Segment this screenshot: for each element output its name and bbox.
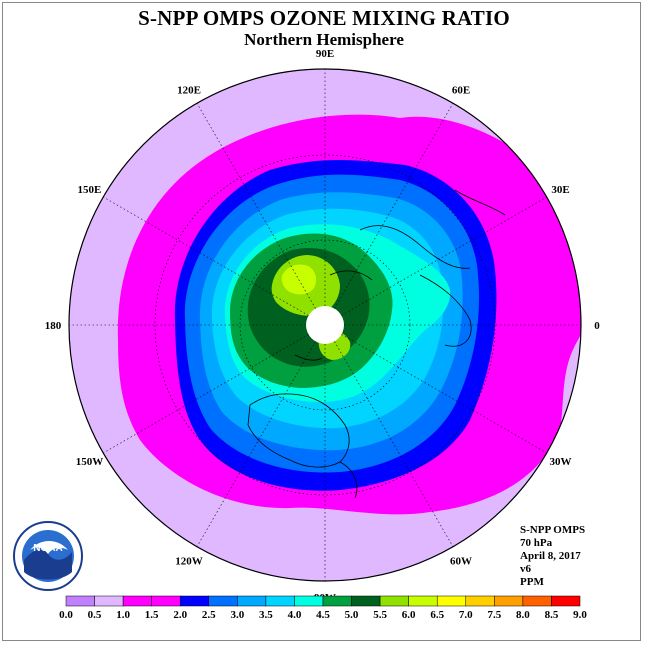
colorbar-cell [436,595,467,607]
instrument-label: S-NPP OMPS [520,524,586,536]
longitude-label: 120W [175,556,203,568]
colorbar-tick-label: 3.0 [230,609,244,621]
polar-gap [306,306,344,344]
longitude-label: 180 [45,320,62,332]
colorbar-tick-label: 5.0 [345,609,359,621]
colorbar-tick-label: 9.0 [573,609,587,621]
colorbar-tick-label: 7.0 [459,609,473,621]
colorbar-cell [65,595,95,607]
colorbar-cell [408,595,438,607]
graticule [69,69,581,581]
meridian-330 [341,334,547,454]
colorbar-cell [122,595,152,607]
colorbar-tick-label: 1.5 [145,609,159,621]
figure-frame [2,2,641,641]
longitude-label: 0 [594,320,600,332]
colorbar-tick-label: 7.5 [487,609,501,621]
colorbar-tick-label: 3.5 [259,609,273,621]
longitude-labels: 90E60E30E030W60W90W120W150W180150E120E [45,48,601,604]
observation-date: April 8, 2017 [520,550,581,562]
longitude-label: 30W [550,456,572,468]
colorbar-cell [522,595,552,607]
colorbar-cell [494,595,524,607]
colorbar-tick-label: 0.0 [59,609,73,621]
colorbar-cell [237,595,267,607]
colorbar-cell [151,595,181,607]
colorbar-tick-label: 8.5 [545,609,559,621]
colorbar-cell [322,595,352,607]
units-label: PPM [520,576,544,588]
meridian-300 [334,341,454,547]
longitude-label: 90E [316,48,334,60]
colorbar-tick-label: 1.0 [116,609,130,621]
map-title: S-NPP OMPS OZONE MIXING RATIO [138,6,510,30]
colorbar-cell [294,595,324,607]
colorbar-tick-label: 2.0 [173,609,187,621]
pressure-level: 70 hPa [520,537,553,549]
ozone-field [69,69,581,581]
map-boundary [68,68,582,582]
info-panel: S-NPP OMPS 70 hPa April 8, 2017 v6 PPM [520,524,585,589]
colorbar-cell [179,595,210,607]
noaa-logo: NOAA [13,521,83,591]
longitude-label: 150W [76,456,104,468]
longitude-label: 60W [450,556,472,568]
colorbar-tick-label: 6.0 [402,609,416,621]
map-subtitle: Northern Hemisphere [244,30,404,49]
colorbar-tick-label: 6.5 [430,609,444,621]
colorbar-cell [208,595,238,607]
coastlines [247,189,506,499]
longitude-label: 60E [452,84,470,96]
colorbar-tick-label: 2.5 [202,609,216,621]
colorbar-tick-label: 4.5 [316,609,330,621]
logo-text: NOAA [33,543,62,554]
band-6.0 [281,264,316,295]
longitude-label: 30E [551,184,569,196]
colorbar-cell [94,595,124,607]
longitude-label: 150E [78,184,102,196]
colorbar-cell [351,595,381,607]
colorbar-tick-label: 4.0 [288,609,302,621]
data-version: v6 [520,563,531,575]
colorbar-cell [265,595,295,607]
colorbar-tick-label: 5.5 [373,609,387,621]
colorbar-cell [379,595,409,607]
longitude-label: 120E [177,84,201,96]
colorbar-cell [465,595,495,607]
colorbar: 0.0 0.5 1.0 1.5 2.0 2.5 3.0 3.5 4.0 4.5 5.0 5.5 6.0 6… [59,595,587,621]
colorbar-tick-label: 0.5 [88,609,102,621]
colorbar-tick-label: 8.0 [516,609,530,621]
colorbar-cell [551,595,581,607]
